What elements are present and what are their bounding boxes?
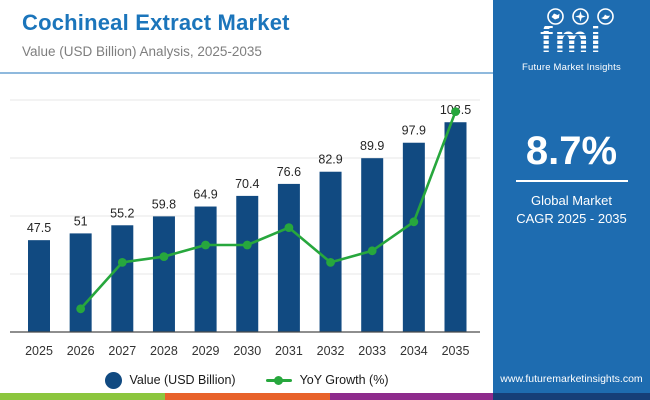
- strip-green: [0, 393, 165, 400]
- brand-sidebar: fmi Future Market Insights 8.7% Global M…: [493, 0, 650, 400]
- bar-label-2026: 51: [74, 214, 88, 228]
- yoy-series-swatch-icon: [265, 375, 292, 385]
- star-icon: [572, 8, 589, 25]
- bar-label-2034: 97.9: [402, 124, 426, 138]
- yoy-dot-2034: [409, 217, 419, 227]
- map-icon: [547, 8, 564, 25]
- header-divider: [0, 72, 493, 74]
- x-label-2035: 2035: [442, 344, 470, 358]
- bar-2033: [361, 158, 384, 332]
- fmi-wordmark: fmi: [522, 21, 621, 59]
- bar-2034: [402, 142, 425, 332]
- chart-legend: Value (USD Billion) YoY Growth (%): [0, 370, 493, 390]
- x-label-2029: 2029: [192, 344, 220, 358]
- bar-label-2028: 59.8: [152, 197, 176, 211]
- fmi-logo: fmi Future Market Insights: [522, 8, 621, 73]
- bar-2035: [444, 122, 467, 332]
- yoy-dot-2032: [326, 258, 335, 267]
- bar-2028: [152, 216, 175, 332]
- yoy-dot-2027: [117, 258, 127, 267]
- bar-label-2031: 76.6: [277, 165, 301, 179]
- x-label-2034: 2034: [400, 344, 428, 358]
- value-series-swatch-icon: [104, 371, 122, 389]
- yoy-dot-2033: [367, 246, 377, 256]
- bar-label-2029: 64.9: [193, 188, 217, 202]
- legend-label-yoy: YoY Growth (%): [299, 373, 389, 387]
- cagr-value: 8.7%: [525, 128, 618, 173]
- yoy-dot-2030: [242, 240, 252, 250]
- legend-label-value: Value (USD Billion): [129, 373, 236, 387]
- sidebar-bottom-strip: [493, 393, 650, 400]
- footer-color-strip: [0, 393, 493, 400]
- yoy-dot-2035: [451, 107, 460, 116]
- bar-2026: [69, 233, 92, 332]
- page-title: Cochineal Extract Market: [22, 10, 290, 35]
- logo-tagline: Future Market Insights: [522, 62, 621, 73]
- yoy-line: [79, 110, 457, 311]
- yoy-dot-2028: [159, 252, 169, 261]
- stat-underline: [515, 179, 628, 182]
- x-label-2033: 2033: [358, 344, 386, 358]
- x-label-2027: 2027: [108, 344, 136, 358]
- bar-2027: [111, 225, 134, 332]
- x-label-2025: 2025: [25, 344, 53, 358]
- logo-icons-row: [540, 8, 621, 25]
- bar-2031: [277, 183, 300, 332]
- strip-purple: [330, 393, 493, 400]
- yoy-dot-2026: [76, 304, 86, 314]
- yoy-dot-2031: [284, 223, 294, 233]
- bar-label-2025: 47.5: [27, 221, 51, 235]
- bar-2025: [28, 240, 50, 332]
- page-subtitle: Value (USD Billion) Analysis, 2025-2035: [22, 44, 262, 59]
- legend-item-value: Value (USD Billion): [104, 371, 236, 389]
- bar-label-2032: 82.9: [318, 153, 342, 167]
- bar-2029: [194, 206, 217, 332]
- stat-label-line1: Global Market: [531, 192, 612, 208]
- yoy-dot-2029: [201, 240, 211, 250]
- bar-label-2027: 55.2: [110, 206, 134, 220]
- dove-icon: [597, 8, 614, 25]
- bar-label-2030: 70.4: [235, 177, 259, 191]
- bar-label-2033: 89.9: [360, 139, 384, 153]
- x-label-2031: 2031: [275, 344, 303, 358]
- bar-2032: [319, 171, 342, 332]
- x-label-2026: 2026: [67, 344, 95, 358]
- legend-item-yoy: YoY Growth (%): [265, 373, 389, 387]
- strip-orange: [165, 393, 330, 400]
- market-chart: 47.55155.259.864.970.476.682.989.997.910…: [10, 99, 480, 358]
- stat-label-line2: CAGR 2025 - 2035: [516, 211, 627, 227]
- bar-2030: [236, 195, 259, 332]
- x-label-2032: 2032: [317, 344, 345, 358]
- chart-panel: Cochineal Extract Market Value (USD Bill…: [0, 10, 493, 400]
- website-link[interactable]: www.futuremarketinsights.com: [500, 373, 643, 385]
- x-label-2030: 2030: [233, 344, 261, 358]
- x-label-2028: 2028: [150, 344, 178, 358]
- cagr-stat-block: 8.7% Global Market CAGR 2025 - 2035: [515, 128, 628, 230]
